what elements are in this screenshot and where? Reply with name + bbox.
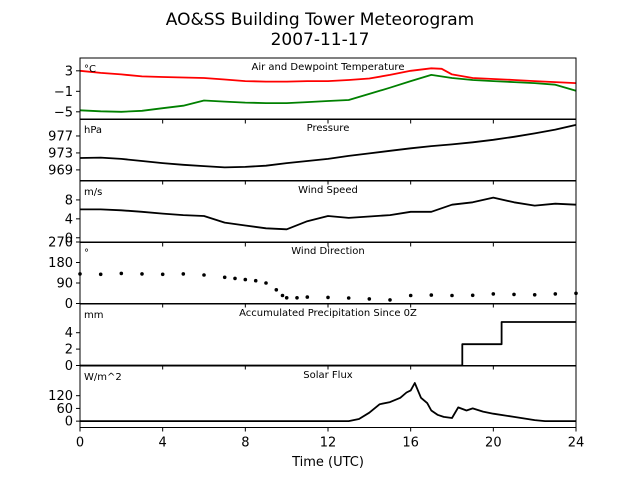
panel-2: 8 4 0 m/s Wind Speed bbox=[65, 180, 577, 247]
panel-1-unit: hPa bbox=[84, 125, 102, 136]
panel-4-series-0 bbox=[80, 321, 576, 367]
panel-3-point-13 bbox=[280, 293, 285, 298]
panel-3-point-6 bbox=[202, 273, 206, 277]
panel-3-point-20 bbox=[388, 298, 392, 302]
panel-4-ytick-label-1: 2 bbox=[65, 343, 73, 358]
panel-4-title: Accumulated Precipitation Since 0Z bbox=[239, 308, 417, 319]
panel-4-ytick-label-2: 0 bbox=[65, 359, 73, 374]
panel-5-unit: W/m^2 bbox=[84, 372, 122, 383]
panel-3-point-8 bbox=[233, 276, 237, 281]
panel-3-point-17 bbox=[326, 295, 330, 300]
panel-5-ytick-label-1: 60 bbox=[56, 402, 73, 417]
panel-3-point-18 bbox=[346, 296, 351, 300]
panel-2-ytick-label-0: 8 bbox=[65, 193, 73, 208]
panel-4: 4 20 mm Accumulated Precipitation Since 0Z bbox=[65, 303, 577, 374]
x-tick-label-1: 4 bbox=[159, 436, 167, 451]
panel-2-series-0 bbox=[80, 196, 577, 231]
panel-4-ytick-label-0: 4 bbox=[65, 326, 73, 341]
x-tick-label-5: 20 bbox=[485, 436, 502, 451]
x-tick-label-3: 12 bbox=[320, 436, 337, 451]
x-axis-label: Time (UTC) bbox=[291, 455, 364, 470]
panel-1-title: Pressure bbox=[307, 123, 350, 134]
x-tick-label-2: 8 bbox=[241, 436, 249, 451]
panel-3: 270 180 90 0 ° Wind Direction bbox=[48, 236, 578, 312]
panel-3-ytick-label-3: 0 bbox=[65, 297, 73, 312]
panel-1-ytick-label-1: 973 bbox=[48, 146, 73, 161]
figure-subtitle: 2007-11-17 bbox=[271, 30, 370, 50]
panel-3-point-28 bbox=[553, 292, 558, 296]
panel-3-point-24 bbox=[470, 293, 475, 298]
panel-3-point-7 bbox=[222, 275, 227, 280]
panel-0-ytick-label-1: −1 bbox=[54, 85, 73, 100]
panel-3-point-27 bbox=[532, 293, 537, 297]
panel-2-title: Wind Speed bbox=[298, 185, 358, 196]
panel-3-point-16 bbox=[305, 295, 310, 299]
panel-3-point-11 bbox=[264, 281, 268, 285]
panel-0-unit: °C bbox=[84, 64, 96, 75]
panel-3-point-5 bbox=[181, 272, 186, 276]
panel-1: 977 973 969 hPa Pressure bbox=[48, 118, 577, 185]
panel-0-ytick-label-2: −5 bbox=[54, 105, 73, 120]
panel-0-series-0 bbox=[79, 67, 577, 84]
panel-3-point-23 bbox=[450, 293, 454, 298]
panel-2-ytick-label-1: 4 bbox=[65, 212, 73, 227]
panels-group: 3−1−5°C Air and Dewpoint Temperature97797… bbox=[48, 57, 584, 451]
panel-5-title: Solar Flux bbox=[303, 370, 353, 381]
panel-3-point-14 bbox=[284, 296, 289, 300]
panel-3-point-25 bbox=[491, 292, 496, 296]
panel-5-ytick-label-0: 120 bbox=[48, 389, 73, 404]
panel-3-point-3 bbox=[140, 272, 144, 276]
x-tick-label-0: 0 bbox=[76, 436, 84, 451]
panel-3-point-10 bbox=[253, 278, 258, 283]
panel-3-point-15 bbox=[295, 296, 299, 300]
panel-3-ytick-label-1: 180 bbox=[48, 256, 73, 271]
panel-3-ytick-label-0: 270 bbox=[48, 236, 73, 251]
x-tick-labels: 0 4 8 12 16 20 24 bbox=[76, 436, 584, 451]
panel-3-title: Wind Direction bbox=[291, 246, 365, 257]
panel-5-series-0 bbox=[80, 382, 576, 423]
panel-3-point-4 bbox=[160, 272, 165, 277]
panel-2-ytick-label-2: 0 bbox=[65, 231, 73, 246]
panel-0-ytick-label-0: 3 bbox=[65, 64, 73, 79]
panel-0: 3 −1 −5 °C Air and Dewpoint Temperature bbox=[54, 57, 577, 124]
panel-3-point-26 bbox=[512, 292, 516, 297]
panel-3-point-2 bbox=[119, 271, 124, 276]
panel-3-ytick-label-2: 90 bbox=[56, 277, 73, 292]
panel-1-ytick-label-2: 969 bbox=[48, 163, 73, 178]
panel-0-title: Air and Dewpoint Temperature bbox=[252, 62, 405, 73]
panel-3-point-12 bbox=[274, 288, 279, 292]
panel-3-point-1 bbox=[98, 272, 103, 277]
panel-4-unit: mm bbox=[84, 310, 103, 321]
x-tick-label-6: 24 bbox=[568, 436, 585, 451]
panel-1-series-0 bbox=[79, 124, 577, 169]
panel-1-ytick-label-0: 977 bbox=[48, 129, 73, 144]
panel-3-point-22 bbox=[429, 293, 434, 297]
panel-5-ytick-label-2: 0 bbox=[65, 415, 73, 430]
panel-3-point-9 bbox=[243, 277, 248, 282]
panel-2-unit: m/s bbox=[84, 187, 102, 198]
panel-3-point-19 bbox=[367, 297, 372, 301]
panel-3-unit: ° bbox=[84, 248, 89, 259]
panel-0-series-1 bbox=[79, 74, 577, 113]
panel-3-point-21 bbox=[408, 293, 413, 298]
figure-title: AO&SS Building Tower Meteorogram bbox=[166, 10, 474, 30]
x-tick-label-4: 16 bbox=[402, 436, 419, 451]
